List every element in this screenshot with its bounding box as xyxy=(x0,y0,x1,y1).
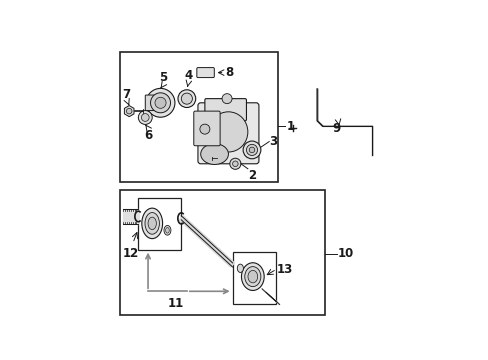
Ellipse shape xyxy=(163,225,171,235)
Circle shape xyxy=(200,124,209,134)
Ellipse shape xyxy=(237,264,243,273)
Ellipse shape xyxy=(200,144,228,165)
Circle shape xyxy=(181,93,192,104)
Circle shape xyxy=(246,144,257,156)
Text: 5: 5 xyxy=(159,71,167,84)
Text: 6: 6 xyxy=(143,129,152,141)
Bar xyxy=(120,190,325,315)
FancyBboxPatch shape xyxy=(193,111,220,146)
Text: 9: 9 xyxy=(332,122,340,135)
Ellipse shape xyxy=(142,208,163,239)
Text: 7: 7 xyxy=(122,87,130,100)
Ellipse shape xyxy=(208,112,247,152)
Ellipse shape xyxy=(244,267,260,287)
Ellipse shape xyxy=(148,217,156,230)
Polygon shape xyxy=(262,289,279,305)
Circle shape xyxy=(155,97,166,108)
Circle shape xyxy=(150,93,170,113)
Ellipse shape xyxy=(145,212,159,234)
FancyBboxPatch shape xyxy=(145,95,161,111)
Circle shape xyxy=(141,114,149,121)
Ellipse shape xyxy=(165,228,169,233)
Text: 8: 8 xyxy=(225,66,233,79)
Circle shape xyxy=(178,90,195,108)
Circle shape xyxy=(138,111,152,125)
Circle shape xyxy=(222,94,232,104)
Bar xyxy=(232,252,275,304)
Circle shape xyxy=(232,161,238,167)
Text: 1: 1 xyxy=(286,120,294,133)
Bar xyxy=(138,198,181,250)
FancyBboxPatch shape xyxy=(198,103,259,164)
Text: 2: 2 xyxy=(247,169,256,182)
Circle shape xyxy=(229,158,241,169)
Text: 11: 11 xyxy=(167,297,183,310)
Polygon shape xyxy=(179,216,234,267)
Text: 10: 10 xyxy=(337,247,353,260)
Text: 12: 12 xyxy=(122,247,139,260)
Text: 3: 3 xyxy=(269,135,277,148)
FancyBboxPatch shape xyxy=(197,68,214,77)
Ellipse shape xyxy=(241,263,264,291)
Text: 4: 4 xyxy=(184,69,192,82)
Ellipse shape xyxy=(247,270,257,283)
Circle shape xyxy=(243,141,260,159)
Circle shape xyxy=(146,89,175,117)
Text: 13: 13 xyxy=(276,262,293,276)
Bar xyxy=(120,51,278,182)
FancyBboxPatch shape xyxy=(204,99,246,121)
Circle shape xyxy=(126,108,132,114)
Circle shape xyxy=(249,147,254,153)
